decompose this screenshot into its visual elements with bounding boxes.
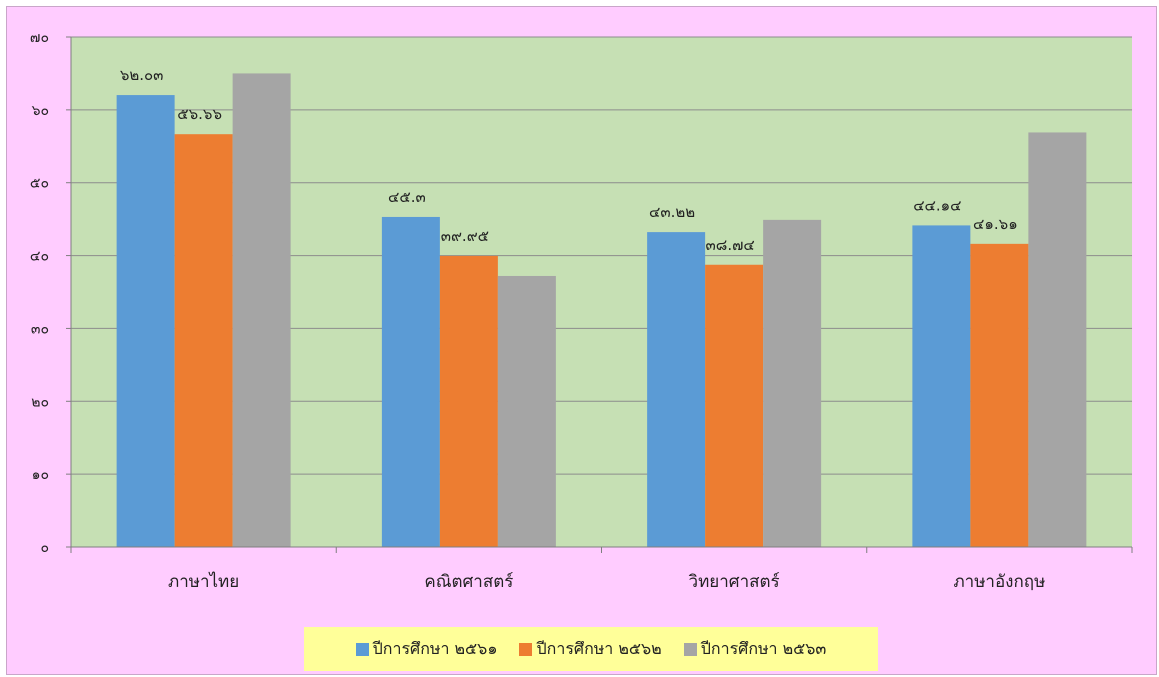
y-tick-label: ๓๐ [31,321,49,337]
category-label: คณิตศาสตร์ [424,572,513,592]
bar [381,216,440,547]
y-tick-label: ๖๐ [32,103,49,119]
legend-swatch [519,642,533,656]
legend-swatch [355,642,369,656]
bar [439,255,498,547]
data-label: ๔๕.๓ [388,188,426,206]
bar [763,219,822,547]
data-label: ๓๘.๗๔ [706,236,755,254]
chart-area: ๐ ๑๐ ๒๐ ๓๐ ๔๐ ๕๐ ๖๐ ๗๐ภาษาไทย คณิตศาสตร์ วิทยาศาส… [6,6,1157,675]
legend-item: ปีการศึกษา ๒๕๖๒ [519,637,662,662]
bar [647,232,706,547]
bar [232,73,291,547]
category-label: ภาษาไทย [168,571,239,592]
bars [116,73,1087,548]
legend: ปีการศึกษา ๒๕๖๑ ปีการศึกษา ๒๕๖๒ ปีการศึกษา… [304,627,878,671]
data-label: ๓๙.๙๕ [441,227,489,245]
legend-item: ปีการศึกษา ๒๕๖๑ [355,637,498,662]
data-label: ๔๔.๑๔ [913,196,961,214]
legend-label: ปีการศึกษา ๒๕๖๒ [536,638,662,658]
bar [705,264,764,547]
legend-swatch [683,642,697,656]
bar [970,243,1029,547]
data-label: ๔๓.๒๒ [649,203,695,221]
y-tick-label: ๗๐ [30,30,49,46]
bar [116,95,175,548]
y-tick-label: ๔๐ [30,249,49,265]
y-tick-label: ๐ [40,540,49,556]
data-label: ๔๑.๖๑ [973,215,1018,233]
category-label: วิทยาศาสตร์ [688,572,780,592]
legend-label: ปีการศึกษา ๒๕๖๑ [372,638,498,658]
data-label: ๕๖.๖๖ [177,105,222,123]
data-label: ๖๒.๐๓ [120,66,164,84]
y-tick-label: ๒๐ [31,394,49,410]
y-tick-label: ๕๐ [30,176,49,192]
bar [1028,132,1087,547]
bar [497,275,556,547]
legend-item: ปีการศึกษา ๒๕๖๓ [683,637,827,662]
bar [912,225,971,547]
bar [174,134,233,547]
category-label: ภาษาอังกฤษ [953,572,1045,592]
legend-label: ปีการศึกษา ๒๕๖๓ [700,638,827,658]
y-tick-label: ๑๐ [32,467,49,483]
